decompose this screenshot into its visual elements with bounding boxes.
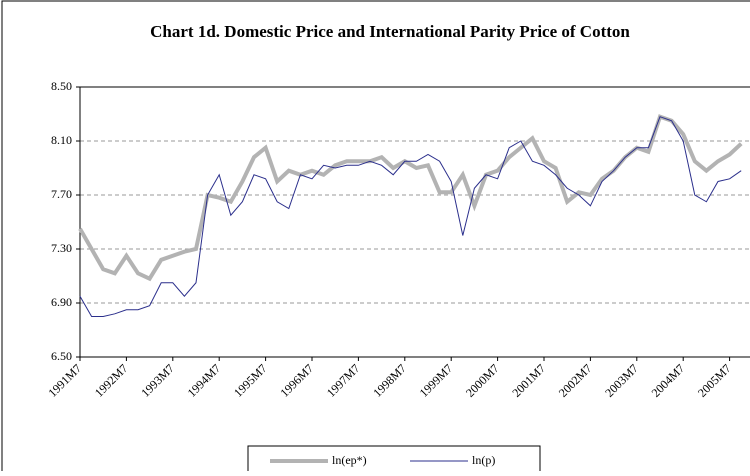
series-line xyxy=(79,116,742,317)
legend-box xyxy=(247,445,541,476)
y-tick-label: 7.30 xyxy=(51,241,72,255)
legend-label: ln(p) xyxy=(472,453,495,467)
x-tick-label: 1996M7 xyxy=(277,361,316,400)
x-tick-label: 1995M7 xyxy=(231,361,270,400)
x-tick-label: 1997M7 xyxy=(324,361,363,400)
x-tick-label: 1992M7 xyxy=(92,361,131,400)
x-tick-label: 1994M7 xyxy=(185,361,224,400)
legend-label: ln(ep*) xyxy=(332,453,367,467)
y-tick-label: 8.10 xyxy=(51,133,72,147)
x-tick-label: 2004M7 xyxy=(649,361,688,400)
x-tick-label: 1999M7 xyxy=(417,361,456,400)
x-tick-label: 2000M7 xyxy=(463,361,502,400)
y-tick-label: 7.70 xyxy=(51,187,72,201)
x-tick-label: 2005M7 xyxy=(695,361,734,400)
y-tick-label: 8.50 xyxy=(51,79,72,93)
x-tick-label: 1998M7 xyxy=(370,361,409,400)
x-tick-label: 2001M7 xyxy=(509,361,548,400)
y-tick-label: 6.50 xyxy=(51,349,72,363)
x-tick-label: 2003M7 xyxy=(602,361,641,400)
x-tick-label: 1993M7 xyxy=(138,361,177,400)
x-tick-label: 1991M7 xyxy=(45,361,84,400)
x-tick-label: 2002M7 xyxy=(556,361,595,400)
y-tick-label: 6.90 xyxy=(51,295,72,309)
chart-title: Chart 1d. Domestic Price and Internation… xyxy=(150,22,630,41)
